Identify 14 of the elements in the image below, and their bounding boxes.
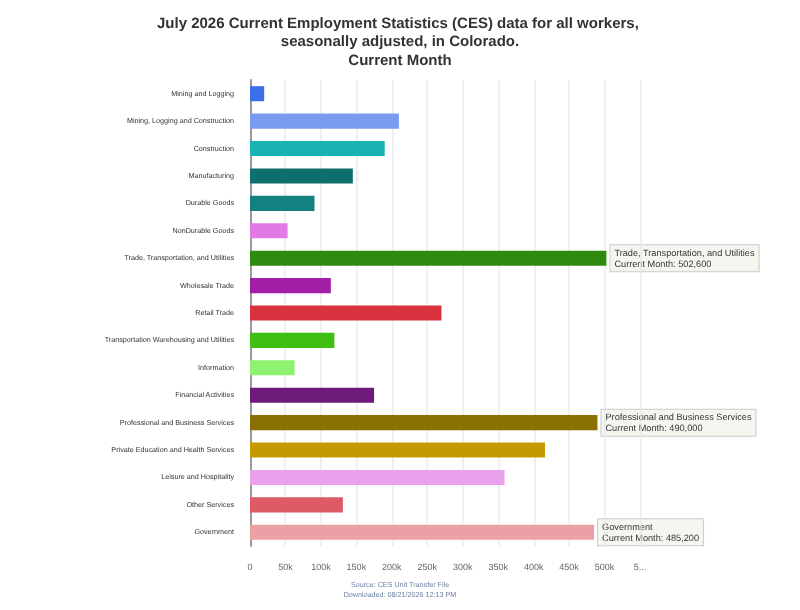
bar	[250, 86, 265, 102]
bar	[250, 387, 375, 403]
bar	[250, 278, 331, 294]
bar	[250, 497, 343, 513]
bar	[250, 332, 335, 348]
bar	[250, 442, 545, 458]
bar	[250, 140, 385, 157]
bar	[250, 195, 315, 211]
bar	[250, 113, 399, 129]
bar	[250, 223, 288, 239]
bar	[250, 360, 295, 376]
bar	[250, 305, 442, 321]
bar	[250, 168, 353, 184]
bar	[250, 469, 505, 486]
